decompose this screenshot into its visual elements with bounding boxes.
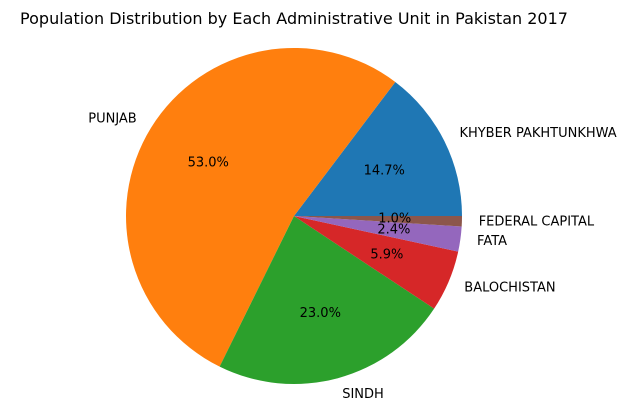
pie-slice-federal-capital: [294, 216, 462, 227]
pct-label-khyber-pakhtunkhwa: 14.7%: [364, 164, 405, 179]
slice-label-balochistan: BALOCHISTAN: [464, 280, 555, 295]
pct-label-balochistan: 5.9%: [370, 248, 403, 263]
pct-label-sindh: 23.0%: [300, 306, 341, 321]
slice-label-federal-capital: FEDERAL CAPITAL: [479, 214, 595, 229]
slice-label-fata: FATA: [477, 234, 507, 249]
pie-slice-punjab: [126, 48, 396, 367]
pie-slice-sindh: [219, 216, 435, 385]
slice-label-khyber-pakhtunkhwa: KHYBER PAKHTUNKHWA: [459, 126, 616, 141]
slice-label-sindh: SINDH: [342, 387, 384, 402]
slice-label-punjab: PUNJAB: [88, 111, 137, 126]
pie-labels: KHYBER PAKHTUNKHWA 14.7% PUNJAB 53.0% SINDH 2…: [88, 111, 617, 401]
pct-label-punjab: 53.0%: [188, 156, 229, 171]
pie-slice-khyber-pakhtunkhwa: [294, 81, 462, 216]
pct-label-federal-capital: 1.0%: [378, 212, 411, 227]
pie-slice-balochistan: [294, 216, 459, 309]
pie-slice-fata: [294, 216, 462, 252]
pct-label-fata: 2.4%: [377, 222, 410, 237]
pie-slices: [126, 48, 462, 385]
chart-title: Population Distribution by Each Administ…: [20, 9, 568, 28]
